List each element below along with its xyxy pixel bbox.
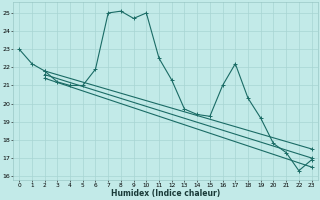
X-axis label: Humidex (Indice chaleur): Humidex (Indice chaleur) — [111, 189, 220, 198]
